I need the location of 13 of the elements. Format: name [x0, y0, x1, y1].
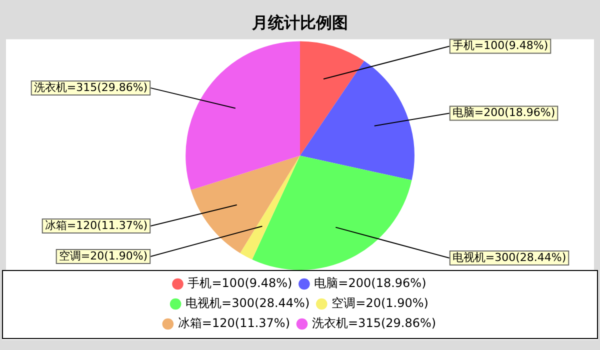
- slice-label: 电脑=200(18.96%): [452, 106, 556, 120]
- slice-label: 电视机=300(28.44%): [452, 250, 566, 264]
- legend-label: 电脑=200(18.96%): [314, 276, 426, 290]
- legend-label: 空调=20(1.90%): [332, 296, 428, 310]
- slice-label: 空调=20(1.90%): [58, 249, 148, 262]
- legend-label: 冰箱=120(11.37%): [178, 316, 290, 330]
- slice-label: 手机=100(9.48%): [452, 39, 548, 52]
- slice-label: 洗衣机=315(29.86%): [34, 80, 148, 94]
- legend-label: 电视机=300(28.44%): [186, 296, 310, 310]
- legend-label: 洗衣机=315(29.86%): [312, 316, 436, 330]
- slice-label: 冰箱=120(11.37%): [44, 218, 148, 232]
- legend-label: 手机=100(9.48%): [188, 276, 292, 290]
- chart-title: 月统计比例图: [251, 12, 348, 32]
